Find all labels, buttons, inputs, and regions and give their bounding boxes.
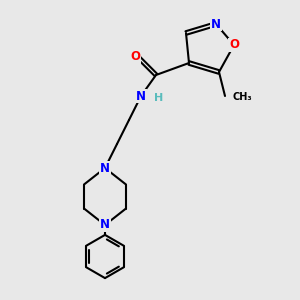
Text: N: N xyxy=(136,89,146,103)
Text: O: O xyxy=(130,50,140,64)
Text: N: N xyxy=(211,17,221,31)
Text: O: O xyxy=(229,38,239,52)
Text: N: N xyxy=(100,218,110,232)
Text: CH₃: CH₃ xyxy=(232,92,252,103)
Text: N: N xyxy=(100,161,110,175)
Text: H: H xyxy=(154,93,163,103)
